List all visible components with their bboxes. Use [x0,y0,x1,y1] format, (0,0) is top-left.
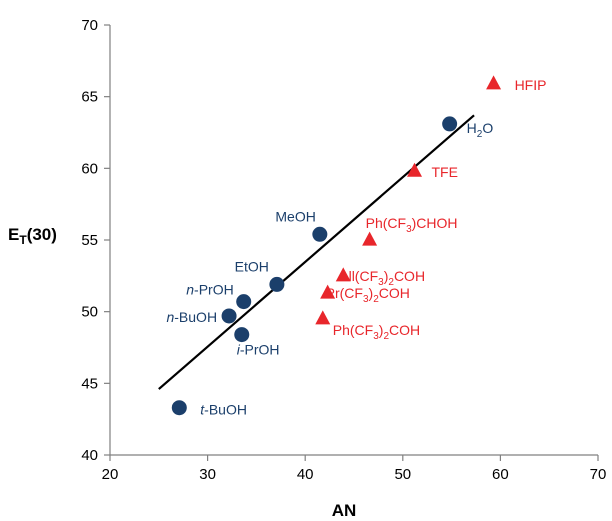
data-point-triangle [362,231,378,246]
data-points [171,75,502,416]
point-label-base: H [467,120,477,136]
point-label: i-PrOH [237,342,280,358]
point-label-sub: 2 [477,129,483,140]
point-label-sub: 3 [373,331,379,342]
point-label-sub: 3 [378,277,384,288]
x-tick-label: 50 [394,466,411,483]
point-label-rest: -BuOH [204,402,247,418]
data-point-triangle [407,162,423,177]
y-tick-label: 40 [81,447,98,464]
point-label-after: O [482,120,493,136]
point-label-after: ) [379,322,384,338]
data-point-circle [221,308,237,324]
point-labels: t-BuOHn-BuOHi-PrOHn-PrOHEtOHMeOHH2OHFIPT… [166,77,546,418]
y-tick-label: 70 [81,17,98,34]
data-point-circle [236,294,252,310]
data-point-circle [171,400,187,416]
point-label-sub: 3 [363,294,369,305]
x-tick-label: 40 [297,466,314,483]
point-label-rest: -PrOH [194,282,234,298]
y-tick-label: 60 [81,160,98,177]
point-label: EtOH [235,258,269,274]
data-point-triangle [320,284,336,299]
point-label-after: ) [369,285,374,301]
trendline [158,114,475,390]
point-label-after2: COH [394,268,425,284]
y-tick-label: 55 [81,232,98,249]
x-tick-label: 20 [102,466,119,483]
point-label: All(CF3)2COH [339,268,425,288]
point-label-sub: 3 [406,224,412,235]
trendline-group [158,114,475,390]
y-axis-label: ET(30) [8,225,57,247]
x-tick-label: 60 [492,466,509,483]
point-label: MeOH [275,208,315,224]
point-label-base: Ph(CF [333,322,373,338]
data-point-triangle [335,267,351,282]
point-label-after: ) [384,268,389,284]
point-label-italic: t [200,402,205,418]
point-label: Ph(CF3)2COH [333,322,420,342]
point-label-base: All(CF [339,268,378,284]
data-point-circle [442,116,458,132]
point-label-base: Ph(CF [366,215,406,231]
data-point-triangle [315,310,331,325]
y-axis-label-sub: T [19,233,27,247]
x-tick-label: 70 [590,466,607,483]
point-label-rest: -BuOH [174,309,217,325]
point-label-base: Pr(CF [326,285,363,301]
point-label: Ph(CF3)CHOH [366,215,458,235]
x-tick-label: 30 [199,466,216,483]
y-axis-label-rest: (30) [27,225,57,244]
y-tick-label: 50 [81,304,98,321]
point-label-sub2: 2 [373,294,379,305]
point-label: HFIP [515,77,547,93]
y-tick-label: 65 [81,89,98,106]
point-label-italic: n [166,309,174,325]
point-label: n-PrOH [186,282,233,298]
point-label-sub2: 2 [388,277,394,288]
data-point-circle [312,226,328,242]
data-point-circle [234,327,250,343]
point-label: n-BuOH [166,309,217,325]
point-label-after: )CHOH [412,215,458,231]
data-point-circle [269,276,285,292]
point-label-after2: COH [389,322,420,338]
point-label: TFE [432,164,458,180]
point-label-rest: -PrOH [240,342,280,358]
axes: 20 30 40 50 60 70 40 45 50 55 60 65 70 AN ET(30) [8,17,606,520]
point-label-italic: n [186,282,194,298]
point-label: H2O [467,120,494,140]
y-axis-label-main: E [8,225,19,244]
point-label-after2: COH [379,285,410,301]
x-axis-label: AN [332,501,357,520]
y-tick-label: 45 [81,375,98,392]
data-point-triangle [486,75,502,90]
point-label: Pr(CF3)2COH [326,285,410,305]
point-label-sub2: 2 [383,331,389,342]
point-label: t-BuOH [200,402,247,418]
point-label-italic: i [237,342,241,358]
